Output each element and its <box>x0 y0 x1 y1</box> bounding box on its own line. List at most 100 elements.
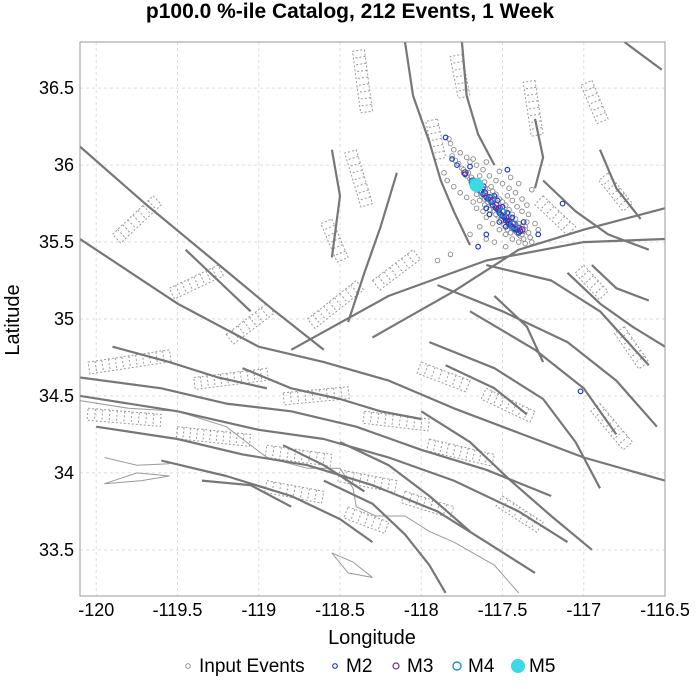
fault-zone-hatch <box>205 270 212 282</box>
event-point <box>499 180 506 187</box>
event-point <box>457 190 463 196</box>
event-point <box>519 208 525 215</box>
series-m5 <box>469 178 484 193</box>
event-point <box>507 174 514 181</box>
fault-zone-outline <box>264 479 325 504</box>
event-point <box>497 208 508 218</box>
fault-zone-hatch <box>352 176 365 181</box>
fault-zone-hatch <box>589 280 599 290</box>
legend-item: M3 <box>392 656 433 677</box>
fault-zone-outline <box>522 79 544 137</box>
fault-zone-hatch <box>458 446 463 459</box>
fault-zone-outline <box>344 149 374 208</box>
event-point <box>524 202 530 208</box>
fault-zone-hatch <box>357 90 370 93</box>
fault-zone-hatch <box>437 369 443 382</box>
fault-zone <box>86 407 162 427</box>
fault-trace <box>80 376 552 498</box>
event-point <box>509 220 519 230</box>
fault-zone-hatch <box>389 267 398 278</box>
plot-frame <box>79 41 666 597</box>
event-point <box>469 178 484 193</box>
fault-zone-hatch <box>195 428 198 441</box>
fault-trace <box>323 479 447 594</box>
fault-zone-hatch <box>286 448 290 461</box>
fault-zone-hatch <box>323 224 335 231</box>
fault-zone <box>416 361 471 393</box>
fault-zone-hatch <box>328 301 337 312</box>
legend-label: Input Events <box>199 656 305 677</box>
event-points <box>434 134 584 395</box>
fault-zone <box>343 506 390 534</box>
event-point <box>442 134 449 141</box>
fault-zone-hatch <box>384 413 387 426</box>
event-point <box>483 159 490 165</box>
fault-zone-hatch <box>312 314 321 325</box>
legend-marker <box>452 661 462 671</box>
fault-zone-hatch <box>304 390 307 403</box>
fault-zone-hatch <box>556 216 566 226</box>
legend: Input Events M2 M3 M4 M5 <box>185 656 555 677</box>
fault-zone-hatch <box>289 392 292 405</box>
fault-trace <box>242 367 422 421</box>
fault-zone-hatch <box>115 410 118 423</box>
fault-zone-hatch <box>452 445 456 457</box>
fault-zone-outline <box>175 426 252 447</box>
fault-zone-hatch <box>414 495 420 508</box>
coastline <box>80 400 520 594</box>
event-point <box>473 205 480 211</box>
fault-zone-hatch <box>271 446 275 459</box>
fault-zone-hatch <box>348 162 361 168</box>
event-point <box>467 163 473 170</box>
event-point <box>525 230 532 236</box>
fault-zone-hatch <box>634 355 645 364</box>
fault-zone-hatch <box>233 372 236 385</box>
fault-zone-hatch <box>142 205 152 215</box>
legend-label: M4 <box>468 656 495 677</box>
event-point <box>515 239 522 245</box>
fault-trace <box>339 441 471 533</box>
fault-trace <box>371 207 665 339</box>
fault-zone <box>87 349 172 375</box>
legend-marker <box>511 659 525 673</box>
fault-zone-outline <box>264 444 333 467</box>
fault-zone-hatch <box>323 305 332 316</box>
event-point <box>520 236 527 242</box>
fault-zone-hatch <box>486 390 493 403</box>
fault-zone-hatch <box>114 357 118 370</box>
fault-zone-hatch <box>202 429 205 442</box>
fault-zone-hatch <box>358 196 371 201</box>
fault-zone-hatch <box>588 99 601 105</box>
fault-zone-hatch <box>458 377 464 390</box>
fault-zone <box>344 149 374 208</box>
fault-zone-hatch <box>122 224 132 234</box>
fault-zone-hatch <box>423 364 429 377</box>
event-point <box>463 194 470 201</box>
event-point <box>488 183 494 190</box>
fault-zone <box>168 264 224 300</box>
fault-zone-hatch <box>405 416 409 429</box>
fault-zone-hatch <box>313 489 318 502</box>
event-point <box>454 162 460 169</box>
fault-zone-hatch <box>239 371 243 384</box>
fault-zone-hatch <box>123 411 126 424</box>
event-point <box>496 168 503 175</box>
event-point <box>476 197 483 204</box>
fault-zone-hatch <box>594 112 606 118</box>
fault-zone-outline <box>590 402 634 451</box>
fault-zone-hatch <box>445 443 450 456</box>
event-point <box>492 201 500 209</box>
fault-zone-hatch <box>524 86 537 90</box>
fault-zone-hatch <box>451 375 457 387</box>
event-point <box>525 211 532 218</box>
fault-zone-hatch <box>618 436 629 445</box>
fault-zone-hatch <box>465 448 469 461</box>
fault-zone <box>111 195 163 244</box>
fault-zone <box>425 118 447 161</box>
fault-zone-outline <box>416 361 471 393</box>
fault-zone-hatch <box>444 372 450 385</box>
fault-zone-hatch <box>228 432 232 445</box>
event-point <box>470 156 476 162</box>
event-point <box>486 194 496 204</box>
